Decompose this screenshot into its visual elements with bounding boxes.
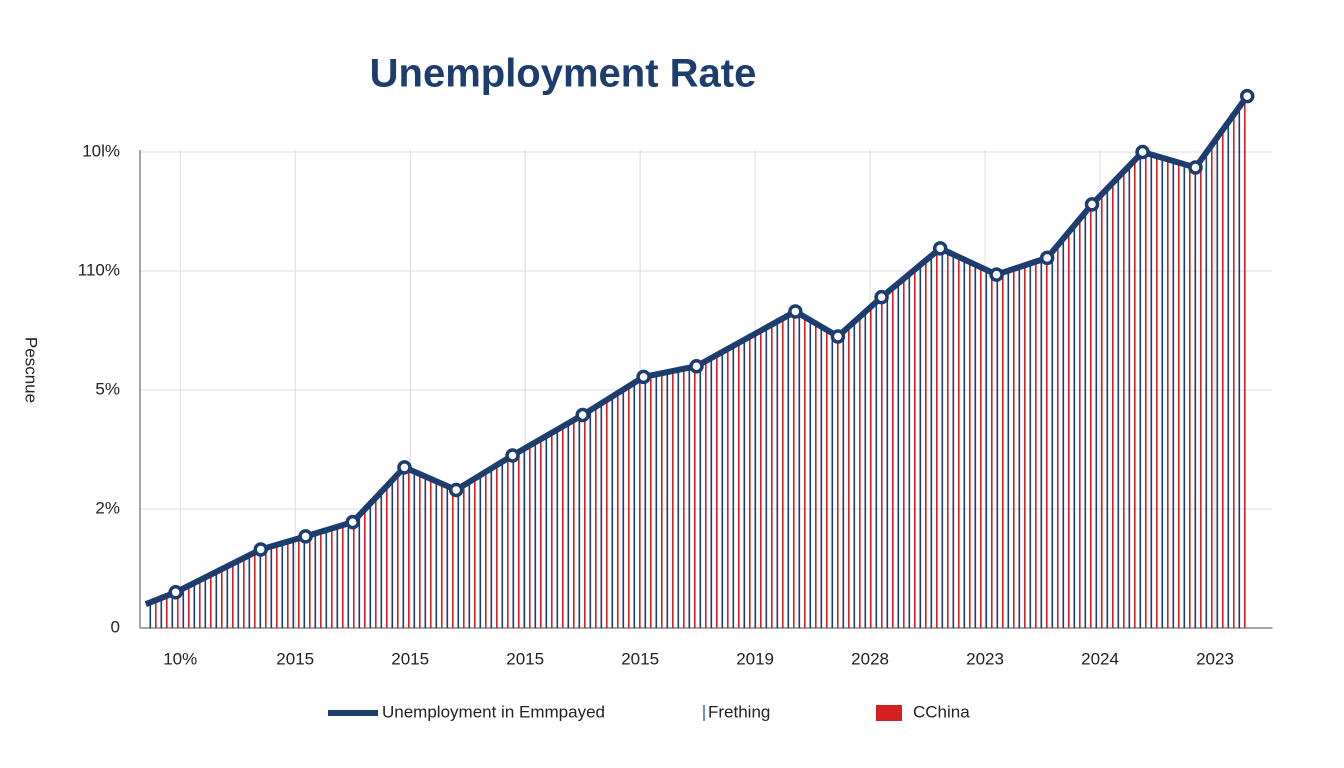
x-tick-label: 2023 [966,649,1004,668]
point [689,358,704,374]
point [932,241,948,256]
x-tick-label: 10% [163,649,197,668]
x-tick-label: 2015 [391,649,429,668]
point [448,482,464,498]
point [989,267,1004,282]
x-tick-label: 2028 [851,649,889,668]
y-axis-label: Pescnue [22,337,41,403]
y-tick-label: 2% [95,498,120,517]
point [1084,197,1100,212]
chart-title: Unemployment Rate [370,52,757,96]
x-tick-label: 2024 [1081,649,1119,668]
x-tick-label: 2019 [736,649,774,668]
point [788,304,803,319]
point [1188,160,1203,175]
legend-swatch [876,705,902,721]
point [253,542,268,557]
x-tick-label: 2015 [621,649,659,668]
point [345,514,360,530]
legend-label: Unemployment in Emmpayed [382,702,605,721]
point [636,369,651,385]
point [397,460,412,475]
y-tick-label: 110% [78,260,120,279]
point [1135,144,1150,160]
point [505,448,520,463]
point [298,529,313,544]
y-tick-label: 10l% [82,141,120,160]
point [1239,88,1255,104]
marks [144,88,1255,607]
x-tick-label: 2015 [276,649,314,668]
point [1039,250,1055,266]
x-tick-label: 2023 [1196,649,1234,668]
point [168,585,183,600]
legend-label: CChina [913,702,970,721]
point [874,289,889,305]
legend: Unemployment in Emmpayed Frething CChina [328,702,970,721]
point [575,407,590,423]
y-tick-label: 0 [111,617,120,636]
point [830,329,846,344]
legend-label: Frething [708,702,770,721]
y-tick-label: 5% [95,379,120,398]
x-tick-label: 2015 [506,649,544,668]
legend-swatch [703,705,705,721]
